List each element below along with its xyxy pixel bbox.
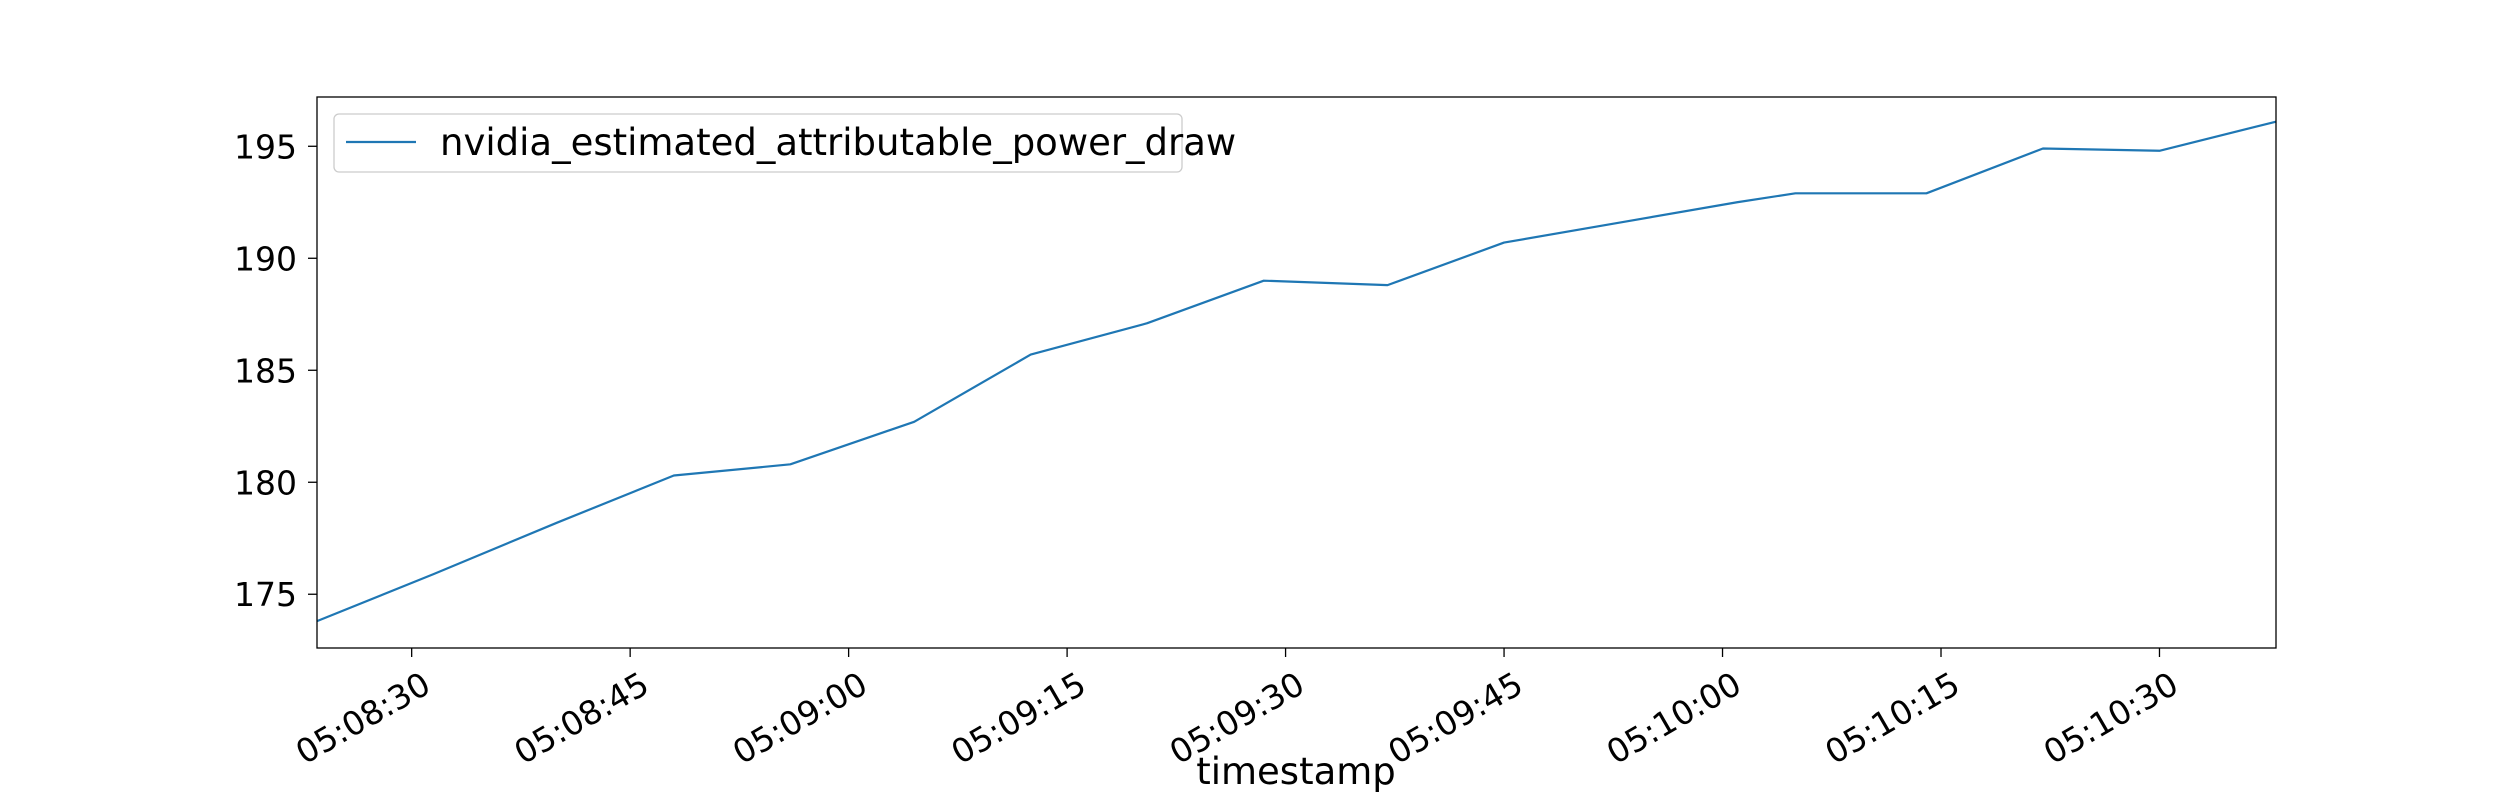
x-tick-label: 05:08:45 — [507, 664, 655, 772]
x-tick-label: 05:09:45 — [1381, 664, 1529, 772]
x-tick-label: 05:10:15 — [1818, 664, 1966, 772]
y-tick-label: 175 — [234, 575, 297, 614]
y-axis-ticks: 175 180 185 190 195 — [234, 127, 317, 614]
y-tick-label: 195 — [234, 127, 297, 166]
x-tick-label: 05:09:15 — [944, 664, 1092, 772]
x-tick-label: 05:10:30 — [2037, 664, 2185, 772]
legend: nvidia_estimated_attributable_power_draw — [333, 113, 1236, 173]
y-tick-label: 190 — [234, 239, 297, 278]
plot-frame — [316, 96, 2277, 649]
legend-entry-label: nvidia_estimated_attributable_power_draw — [440, 121, 1236, 164]
plot-background — [317, 97, 2276, 648]
x-tick-label: 05:08:30 — [289, 664, 437, 772]
y-tick-label: 180 — [234, 463, 297, 502]
legend-box — [333, 113, 1183, 173]
x-tick-label: 05:09:00 — [726, 664, 874, 772]
x-axis-label: timestamp — [1196, 750, 1396, 793]
series-line-nvidia-estimated-attributable-power-draw — [316, 120, 2277, 623]
x-tick-label: 05:10:00 — [1600, 664, 1748, 772]
y-tick-label: 185 — [234, 351, 297, 390]
